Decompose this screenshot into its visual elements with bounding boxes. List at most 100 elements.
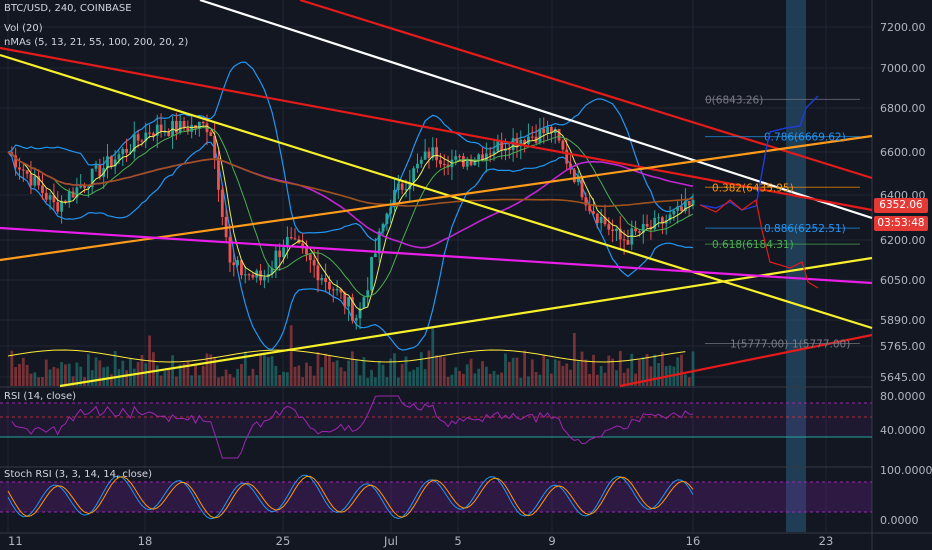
orange-trendline (0, 134, 873, 262)
candle-body (580, 175, 584, 198)
candle-body (366, 290, 370, 298)
volume-bar (680, 354, 683, 386)
candle-body (270, 268, 274, 275)
volume-bar (615, 370, 618, 386)
volume-bar (14, 367, 18, 386)
candle-body (14, 155, 18, 168)
candle-body (408, 182, 412, 190)
volume-bar (64, 364, 67, 386)
volume-bar (638, 360, 641, 386)
candle-body (339, 289, 343, 293)
volume-bar (228, 373, 232, 386)
candle-body (683, 201, 687, 212)
volume-bar (289, 325, 293, 386)
candle-body (140, 140, 144, 142)
volume-bar (262, 353, 266, 386)
volume-bar (178, 364, 182, 386)
volume-bar (297, 365, 301, 386)
candle-body (607, 224, 611, 230)
candle-body (44, 192, 48, 200)
volume-bar (247, 375, 251, 386)
volume-bar (450, 374, 454, 386)
candle-body (132, 134, 136, 152)
candle-body (565, 149, 569, 164)
candle-body (484, 153, 488, 161)
time-axis-label: 16 (686, 534, 701, 548)
volume-bar (324, 353, 328, 386)
volume-bar (285, 372, 289, 386)
candle-body (159, 124, 163, 132)
candle-body (595, 213, 599, 223)
candle-body (538, 128, 542, 143)
candle-body (240, 260, 243, 276)
volume-bar (194, 365, 197, 386)
volume-bar (412, 369, 416, 386)
fib-level-label: 0.618(6184.31) (712, 239, 794, 251)
candle-body (201, 121, 205, 124)
candle-body (603, 216, 607, 225)
candle-body (320, 278, 324, 281)
volume-bar (174, 376, 178, 386)
candle-body (251, 274, 255, 278)
candle-body (25, 170, 29, 174)
candle-body (335, 289, 339, 291)
volume-bar (190, 375, 194, 386)
candle-body (247, 274, 251, 276)
volume-bar (546, 359, 549, 386)
candle-body (351, 297, 354, 321)
candle-body (492, 151, 496, 155)
fib-level-label: 0.382(6435.95) (712, 182, 794, 194)
volume-bar (626, 368, 630, 386)
volume-bar (301, 377, 305, 386)
volume-ma-line (7, 349, 686, 363)
volume-bar (67, 363, 71, 386)
candle-body (515, 137, 519, 147)
volume-bar (266, 357, 270, 386)
candle-body (67, 191, 71, 203)
candle-body (167, 131, 171, 137)
candle-body (687, 201, 691, 206)
volume-bar (90, 370, 94, 386)
volume-bar (347, 360, 350, 386)
volume-bar (565, 363, 569, 386)
volume-bar (500, 372, 504, 386)
price-axis-tick: 5890.00 (880, 314, 926, 327)
fib-level-label: 0(6843.26) (705, 94, 763, 106)
candle-body (638, 231, 641, 233)
last-price-tag: 6352.06 (874, 198, 928, 213)
volume-bar (373, 377, 377, 386)
candle-body (615, 228, 618, 231)
candle-body (190, 125, 194, 132)
candle-body (385, 213, 389, 225)
magenta-trendline (0, 226, 873, 285)
candle-body (645, 223, 649, 227)
volume-bar (496, 374, 500, 386)
volume-bar (492, 371, 496, 386)
volume-bar (611, 358, 615, 386)
time-axis-label: 9 (548, 534, 555, 548)
candle-body (446, 164, 450, 168)
volume-bar (469, 358, 473, 386)
candle-body (691, 199, 695, 206)
candle-body (305, 248, 308, 255)
time-axis-label: 11 (8, 534, 23, 548)
volume-bar (236, 368, 240, 386)
volume-bar (653, 354, 657, 386)
candle-body (83, 185, 86, 188)
volume-bar (186, 361, 190, 386)
volume-bar (458, 370, 461, 386)
candle-body (576, 175, 580, 183)
candle-body (29, 173, 33, 186)
candle-body (400, 183, 404, 190)
volume-bar (240, 364, 243, 386)
candle-body (572, 169, 576, 183)
volume-bar (29, 373, 33, 386)
candle-body (347, 297, 350, 307)
volume-bar (274, 365, 278, 386)
volume-bar (358, 375, 362, 386)
candle-body (680, 206, 683, 212)
rsi-axis-tick: 80.0000 (880, 390, 926, 403)
volume-bar (527, 376, 530, 386)
volume-bar (94, 357, 98, 386)
